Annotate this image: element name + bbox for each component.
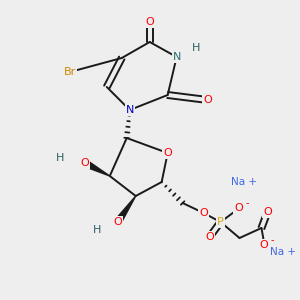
Polygon shape [83, 160, 110, 176]
Text: H: H [191, 43, 200, 53]
Text: O: O [145, 17, 154, 27]
Text: O: O [263, 207, 272, 217]
Text: N: N [172, 52, 181, 62]
Text: -: - [271, 235, 274, 245]
Text: O: O [80, 158, 89, 168]
Text: O: O [163, 148, 172, 158]
Text: Br: Br [64, 67, 76, 77]
Text: N: N [126, 105, 134, 115]
Text: O: O [203, 95, 212, 105]
Text: Na +: Na + [230, 177, 256, 187]
Text: H: H [56, 153, 64, 163]
Text: O: O [234, 203, 243, 213]
Text: -: - [246, 198, 249, 208]
Polygon shape [115, 196, 136, 224]
Text: H: H [93, 225, 101, 235]
Text: O: O [199, 208, 208, 218]
Text: O: O [205, 232, 214, 242]
Text: O: O [113, 217, 122, 227]
Text: Na +: Na + [270, 247, 296, 257]
Text: P: P [217, 217, 224, 227]
Text: O: O [259, 240, 268, 250]
